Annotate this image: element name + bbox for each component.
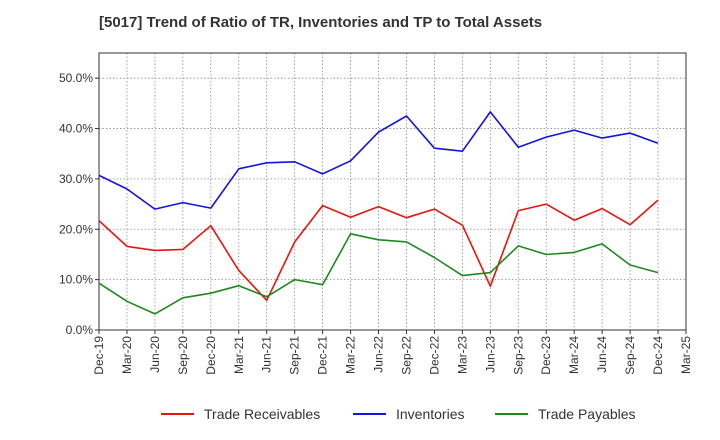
y-tick-label: 50.0% (59, 71, 93, 85)
y-tick-label: 10.0% (59, 273, 93, 287)
series-line-trade-receivables (98, 199, 659, 302)
legend-label-trade-payables: Trade Payables (538, 406, 636, 422)
x-tick-label: Mar-23 (455, 336, 469, 374)
x-tick-label: Jun-21 (260, 336, 274, 373)
series-line-inventories (98, 111, 659, 210)
plot-area (99, 53, 686, 330)
x-tick-label: Jun-20 (148, 336, 162, 373)
x-tick-label: Dec-19 (92, 336, 106, 375)
x-tick-label: Dec-22 (427, 336, 441, 375)
x-tick-label: Jun-23 (483, 336, 497, 373)
y-tick-label: 20.0% (59, 222, 93, 236)
y-tick-label: 30.0% (59, 172, 93, 186)
x-tick-label: Mar-24 (567, 336, 581, 374)
y-tick-label: 40.0% (59, 122, 93, 136)
x-tick-label: Sep-23 (511, 336, 525, 375)
x-tick-label: Sep-24 (623, 336, 637, 375)
x-tick-label: Jun-22 (372, 336, 386, 373)
series-line-trade-payables (98, 233, 659, 315)
y-tick-label: 0.0% (66, 323, 94, 337)
x-tick-label: Dec-23 (539, 336, 553, 375)
plot-frame (98, 52, 687, 331)
legend-label-trade-receivables: Trade Receivables (204, 406, 320, 422)
chart-title: [5017] Trend of Ratio of TR, Inventories… (99, 14, 543, 31)
x-tick-label: Mar-22 (344, 336, 358, 374)
x-tick-label: Sep-20 (176, 336, 190, 375)
x-tick-label: Mar-21 (232, 336, 246, 374)
x-tick-label: Jun-24 (595, 336, 609, 373)
legend-label-inventories: Inventories (396, 406, 464, 422)
x-tick-label: Sep-22 (399, 336, 413, 375)
x-tick-label: Mar-25 (679, 336, 693, 374)
x-tick-label: Mar-20 (120, 336, 134, 374)
x-tick-label: Dec-24 (651, 336, 665, 375)
x-tick-label: Sep-21 (288, 336, 302, 375)
x-tick-label: Dec-20 (204, 336, 218, 375)
x-tick-label: Dec-21 (316, 336, 330, 375)
